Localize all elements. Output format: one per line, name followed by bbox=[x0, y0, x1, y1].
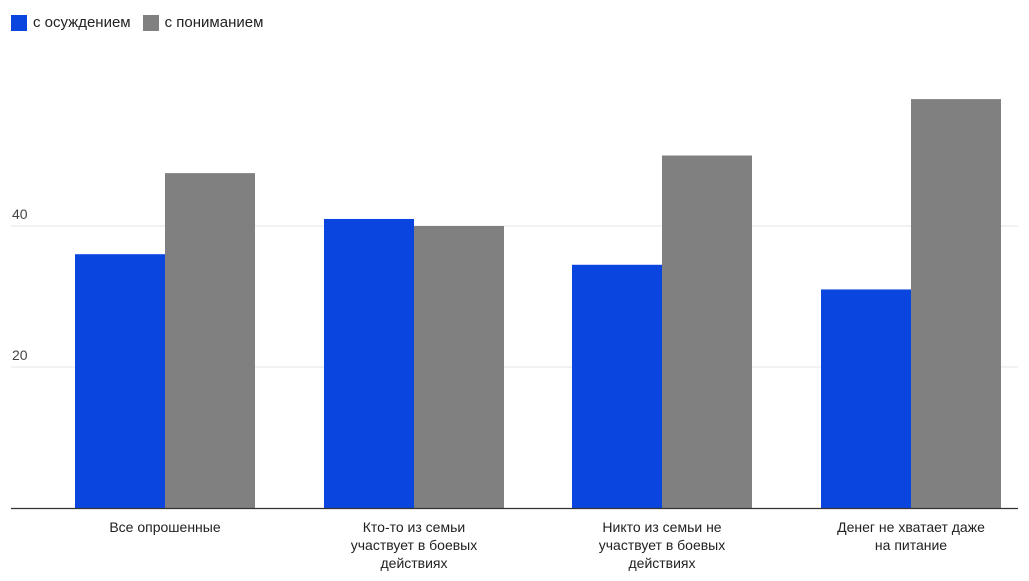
x-tick-label-0: Все опрошенные bbox=[109, 519, 220, 535]
bar-condemnation-3 bbox=[821, 289, 911, 508]
legend-label-condemnation: с осуждением bbox=[33, 14, 131, 31]
x-tick-label-line: Никто из семьи не bbox=[602, 519, 721, 535]
legend-label-understanding: с пониманием bbox=[164, 14, 264, 31]
x-tick-label-line: участвует в боевых bbox=[599, 537, 726, 553]
bar-understanding-3 bbox=[911, 99, 1001, 508]
bar-condemnation-2 bbox=[572, 264, 662, 508]
bar-condemnation-0 bbox=[75, 254, 165, 508]
x-tick-label-line: на питание bbox=[875, 537, 947, 553]
y-tick-label-40: 40 bbox=[12, 206, 28, 222]
bar-understanding-2 bbox=[662, 155, 752, 508]
x-tick-label-line: действиях bbox=[380, 555, 447, 571]
x-tick-label-line: Денег не хватает даже bbox=[837, 519, 985, 535]
x-tick-label-line: действиях bbox=[628, 555, 695, 571]
bar-condemnation-1 bbox=[324, 218, 414, 508]
x-tick-label-1: Кто-то из семьи участвует в боевых действи… bbox=[351, 519, 478, 571]
legend-swatch-understanding bbox=[142, 14, 159, 31]
x-tick-label-2: Никто из семьи не участвует в боевых дейст… bbox=[599, 519, 726, 571]
x-tick-label-3: Денег не хватает даже на питание bbox=[837, 519, 985, 553]
legend-item-understanding: с пониманием bbox=[142, 14, 264, 31]
bar-understanding-1 bbox=[414, 226, 504, 508]
x-tick-label-line: участвует в боевых bbox=[351, 537, 478, 553]
x-tick-label-line: Кто-то из семьи bbox=[363, 519, 465, 535]
x-tick-label-line: Все опрошенные bbox=[109, 519, 220, 535]
bar-understanding-0 bbox=[165, 173, 255, 508]
legend-item-condemnation: с осуждением bbox=[11, 14, 131, 31]
legend: с осуждением с пониманием bbox=[11, 14, 275, 31]
legend-swatch-condemnation bbox=[11, 14, 27, 31]
y-tick-label-20: 20 bbox=[12, 347, 28, 363]
